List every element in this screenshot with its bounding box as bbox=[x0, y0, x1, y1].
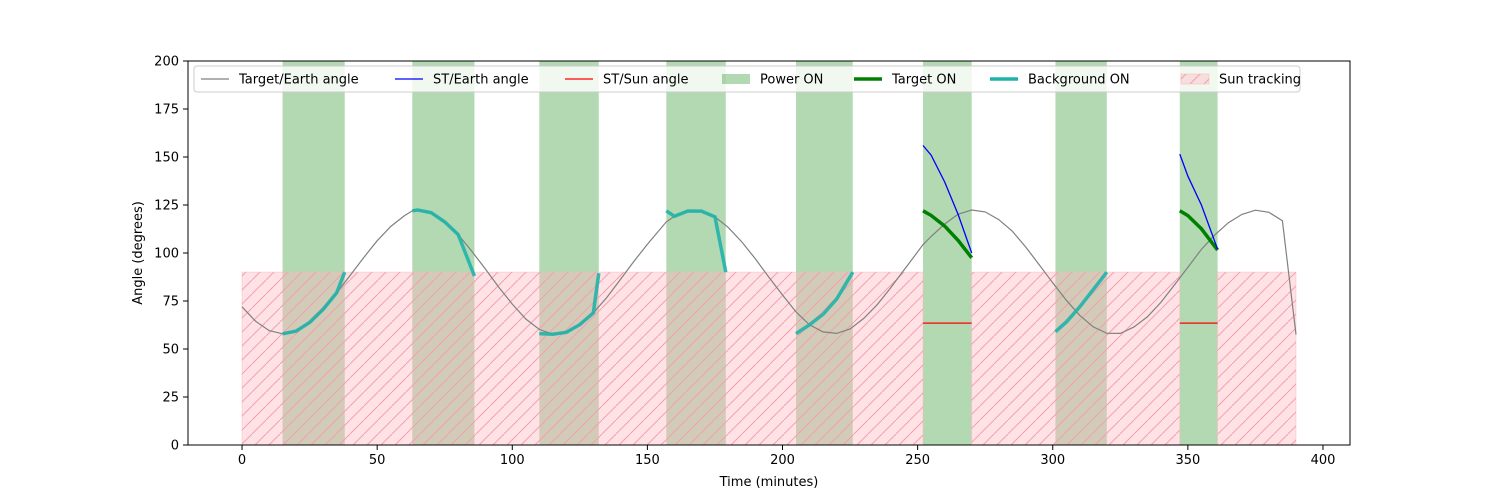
y-tick-label-2: 50 bbox=[162, 343, 179, 358]
x-axis-label: Time (minutes) bbox=[719, 475, 819, 490]
series-background-on-3 bbox=[665, 209, 728, 273]
sun-tracking-hatch-0 bbox=[242, 272, 924, 445]
series-target-on-0 bbox=[922, 209, 974, 259]
y-tick-label-1: 25 bbox=[162, 391, 179, 406]
x-tick-label-3: 150 bbox=[635, 453, 660, 468]
y-tick-label-0: 0 bbox=[171, 439, 179, 454]
x-tick-label-6: 300 bbox=[1040, 453, 1065, 468]
sun-tracking-hatch-2 bbox=[1217, 272, 1296, 445]
y-tick-label-6: 150 bbox=[154, 151, 179, 166]
y-tick-label-8: 200 bbox=[154, 55, 179, 70]
sun-tracking-region-2 bbox=[1217, 271, 1297, 445]
y-tick-label-3: 75 bbox=[162, 295, 179, 310]
x-tick-label-4: 200 bbox=[770, 453, 795, 468]
legend-label-st-sun: ST/Sun angle bbox=[603, 73, 689, 88]
legend-label-sun-tracking: Sun tracking bbox=[1219, 73, 1301, 88]
legend-swatch-hatch-sun-tracking bbox=[1181, 74, 1209, 84]
legend-label-power-on: Power ON bbox=[760, 73, 823, 88]
legend-frame bbox=[193, 65, 1301, 93]
power-on-band-5 bbox=[923, 61, 972, 445]
sun-tracking-hatch-1 bbox=[971, 272, 1180, 445]
legend-swatch-power-on bbox=[722, 74, 750, 84]
series-background-on-1 bbox=[412, 208, 477, 277]
y-tick-label-4: 100 bbox=[154, 247, 179, 262]
x-tick-label-5: 250 bbox=[905, 453, 930, 468]
series-background-on-5 bbox=[1054, 271, 1109, 334]
y-tick-label-5: 125 bbox=[154, 199, 179, 214]
legend-label-background-on: Background ON bbox=[1028, 73, 1130, 88]
x-tick-label-7: 350 bbox=[1175, 453, 1200, 468]
sun-tracking-region-1 bbox=[971, 271, 1181, 445]
series-background-on-2 bbox=[539, 272, 601, 336]
legend-label-target-earth: Target/Earth angle bbox=[238, 73, 359, 88]
legend-label-st-earth: ST/Earth angle bbox=[433, 73, 529, 88]
x-tick-label-2: 100 bbox=[500, 453, 525, 468]
x-tick-label-8: 400 bbox=[1311, 453, 1336, 468]
series-target-on-1 bbox=[1178, 209, 1219, 252]
series-background-on-0 bbox=[282, 271, 347, 336]
x-tick-label-0: 0 bbox=[238, 453, 246, 468]
legend-label-target-on: Target ON bbox=[891, 73, 956, 88]
series-st-earth-angle-1 bbox=[1179, 153, 1219, 250]
sun-tracking-region-0 bbox=[241, 271, 924, 445]
legend: Target/Earth angle ST/Earth angle ST/Sun a… bbox=[193, 65, 1301, 93]
series-background-on-4 bbox=[795, 271, 855, 336]
series-st-earth-angle-0 bbox=[922, 145, 973, 254]
y-tick-label-7: 175 bbox=[154, 103, 179, 118]
x-tick-label-1: 50 bbox=[369, 453, 386, 468]
y-axis-label: Angle (degrees) bbox=[131, 201, 146, 305]
